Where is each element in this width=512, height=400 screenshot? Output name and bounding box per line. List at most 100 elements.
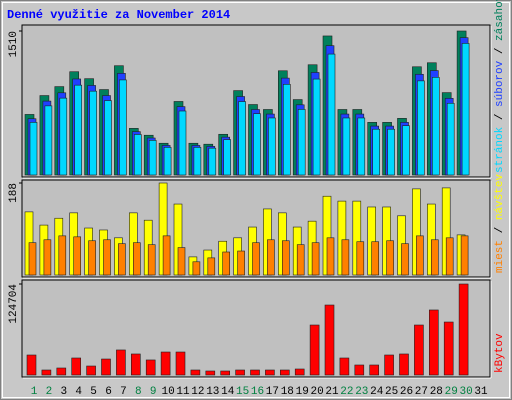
bar: [339, 357, 350, 376]
bar: [193, 147, 202, 176]
bar: [250, 369, 260, 376]
bar: [296, 244, 305, 276]
x-tick-label: 26: [400, 386, 413, 398]
bar: [43, 239, 52, 276]
bar: [104, 100, 112, 176]
bar: [401, 243, 409, 276]
bar: [268, 117, 276, 176]
legend-separator: /: [494, 220, 506, 240]
x-tick-label: 5: [90, 386, 97, 398]
x-tick-label: 6: [105, 386, 112, 398]
bar: [178, 110, 187, 176]
bar: [29, 122, 38, 176]
bar: [74, 84, 82, 176]
bar: [58, 235, 67, 276]
legend-separator: /: [494, 107, 506, 127]
bar: [253, 113, 261, 176]
x-tick-label: 17: [266, 386, 279, 398]
y-tick-label: 1510: [8, 31, 20, 57]
bar: [354, 364, 365, 376]
bar: [177, 247, 186, 276]
bar: [86, 365, 96, 376]
x-tick-label: 22: [340, 386, 353, 398]
bar: [312, 78, 321, 176]
bar: [147, 244, 156, 276]
x-tick-label: 23: [355, 386, 368, 398]
bar: [356, 241, 365, 276]
bar: [387, 128, 395, 176]
bar: [384, 354, 394, 376]
x-tick-label: 24: [370, 386, 384, 398]
x-tick-label: 3: [60, 386, 67, 398]
legend-entry: súborov: [494, 60, 506, 107]
y-tick-label: 188: [8, 183, 20, 203]
bar: [163, 147, 172, 176]
x-tick-label: 4: [75, 386, 82, 398]
bar: [118, 243, 126, 276]
bar: [309, 324, 320, 376]
x-tick-label: 13: [206, 386, 219, 398]
bar: [131, 353, 141, 376]
bar: [148, 140, 157, 176]
x-tick-label: 11: [176, 386, 190, 398]
bar: [431, 77, 440, 176]
bar: [73, 236, 81, 276]
x-tick-label: 14: [221, 386, 235, 398]
bar: [326, 237, 335, 276]
legend-entry: stránok: [494, 126, 506, 173]
bar: [235, 369, 245, 376]
bar: [223, 139, 231, 176]
bar: [89, 90, 97, 176]
bar: [294, 368, 305, 376]
legend-entry: miest: [494, 240, 506, 273]
x-tick-label: 29: [445, 386, 458, 398]
bar: [220, 370, 230, 376]
bar: [190, 369, 201, 376]
x-tick-label: 9: [150, 386, 157, 398]
bar: [119, 79, 127, 176]
legend: kBytov: [494, 333, 506, 373]
x-tick-label: 8: [135, 386, 142, 398]
bar: [116, 349, 126, 376]
bar: [56, 367, 67, 376]
x-tick-label: 20: [310, 386, 323, 398]
legend-entry: kBytov: [494, 333, 506, 373]
bar: [416, 235, 424, 276]
x-tick-label: 15: [236, 386, 249, 398]
legend: stránok / súborov / zásahov: [494, 0, 506, 173]
x-tick-label: 2: [46, 386, 53, 398]
bar: [324, 304, 335, 376]
bar: [71, 357, 81, 376]
bar: [446, 102, 455, 176]
x-tick-label: 1: [31, 386, 38, 398]
legend: miest / návštev: [494, 174, 506, 273]
bar: [399, 353, 409, 376]
x-tick-label: 28: [430, 386, 443, 398]
bar: [26, 354, 37, 376]
bar: [430, 239, 439, 276]
x-tick-label: 30: [459, 386, 472, 398]
bar: [460, 235, 469, 276]
bar: [417, 80, 425, 176]
x-tick-label: 16: [251, 386, 264, 398]
bar: [327, 53, 336, 176]
bar: [145, 359, 156, 376]
x-tick-label: 10: [161, 386, 174, 398]
bar: [28, 242, 37, 276]
x-tick-label: 7: [120, 386, 127, 398]
bar: [208, 147, 217, 176]
bar: [371, 241, 380, 276]
bar: [372, 128, 381, 176]
bar: [267, 239, 275, 276]
bar: [133, 242, 141, 276]
bar: [205, 370, 216, 376]
bar: [414, 324, 424, 376]
bar: [357, 117, 366, 176]
bar: [458, 283, 469, 376]
bar: [265, 369, 275, 376]
x-tick-label: 31: [474, 386, 488, 398]
plot-area: [21, 279, 491, 378]
bar: [369, 364, 380, 376]
bar: [238, 101, 246, 176]
